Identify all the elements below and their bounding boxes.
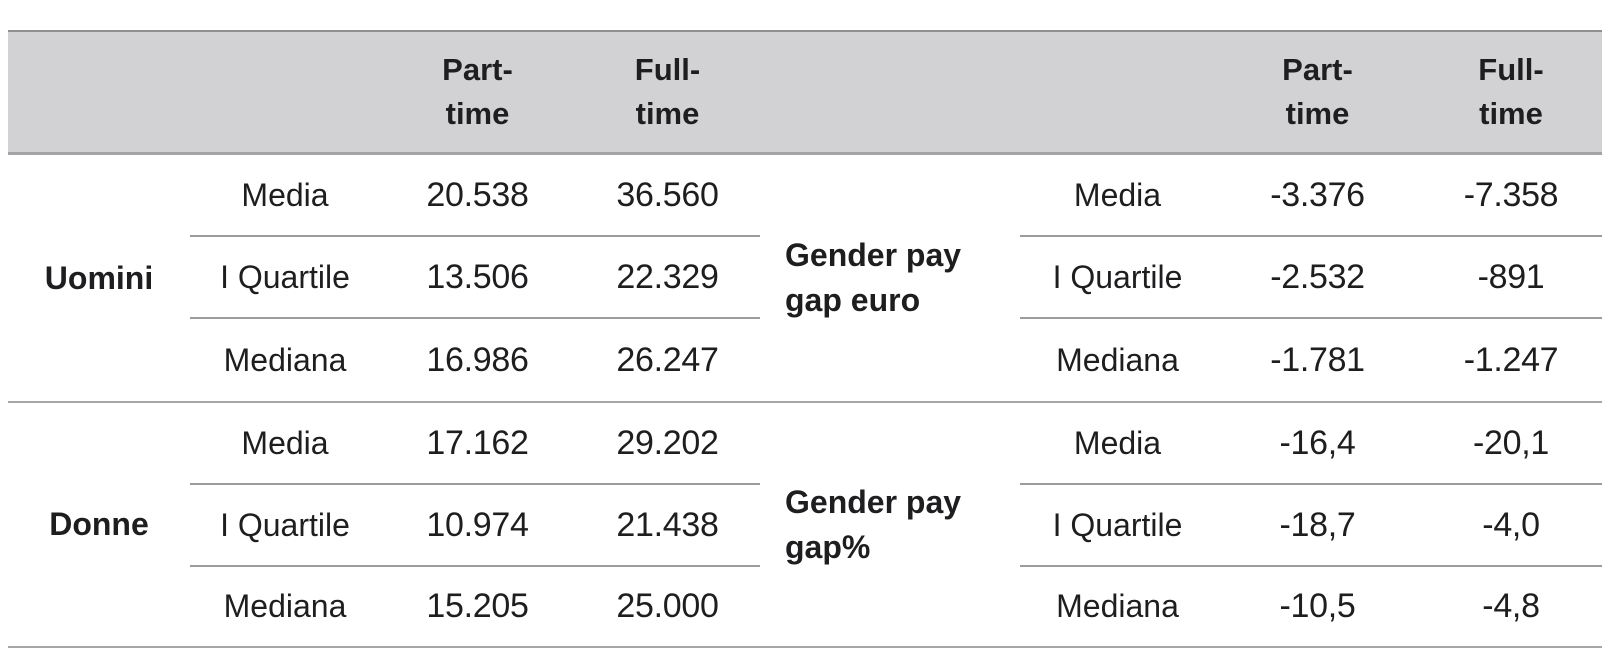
value-cell: -1.247	[1463, 340, 1559, 379]
stat-label: I Quartile	[190, 485, 380, 567]
stat-label: Mediana	[1056, 588, 1179, 624]
stat-label: Mediana	[1056, 341, 1179, 378]
value-cell: 16.986	[426, 340, 529, 379]
header-label: Part-time	[1282, 52, 1353, 131]
gap-label: Gender pay gap euro	[760, 155, 1020, 401]
value-cell: -10,5	[1279, 587, 1356, 625]
stat-label: Media	[190, 403, 380, 485]
value-cell: 17.162	[380, 403, 575, 485]
stat-label: I Quartile	[1020, 237, 1215, 319]
value-cell: -891	[1420, 237, 1602, 319]
stat-label: I Quartile	[190, 237, 380, 319]
header-cell-empty	[8, 32, 190, 152]
value-cell: -20,1	[1420, 403, 1602, 485]
value-cell: 22.329	[575, 237, 760, 319]
header-label: Part-time	[442, 52, 513, 131]
value-cell: 13.506	[380, 237, 575, 319]
stat-label: Media	[1020, 155, 1215, 237]
value-cell: -16,4	[1215, 403, 1420, 485]
group-label: Donne	[49, 506, 149, 542]
header-label: Full-time	[1478, 52, 1544, 131]
value-cell: -3.376	[1215, 155, 1420, 237]
value-cell: -2.532	[1215, 237, 1420, 319]
stat-label: Media	[1020, 403, 1215, 485]
header-label: Full-time	[634, 52, 701, 131]
table-section-uomini: Uomini Gender pay gap euro Media 20.538 …	[8, 155, 1602, 403]
value-cell: -18,7	[1215, 485, 1420, 567]
value-cell: 21.438	[575, 485, 760, 567]
header-cell-part-time-right: Part-time	[1215, 32, 1420, 152]
header-cell-full-time-left: Full-time	[575, 32, 760, 152]
value-cell: 29.202	[575, 403, 760, 485]
pay-gap-table: Part-time Full-time Part-time Full-time …	[8, 30, 1602, 648]
header-cell-part-time-left: Part-time	[380, 32, 575, 152]
stat-label: Mediana	[223, 341, 347, 378]
stat-label: Mediana	[223, 588, 347, 624]
header-cell-empty	[760, 32, 1020, 152]
header-cell-empty	[190, 32, 380, 152]
table-section-donne: Donne Gender pay gap% Media 17.162 29.20…	[8, 403, 1602, 648]
value-cell: -1.781	[1270, 340, 1365, 379]
gap-label: Gender pay gap%	[760, 403, 1020, 646]
group-label: Uomini	[44, 259, 154, 296]
value-cell: 15.205	[426, 587, 529, 625]
stat-label: Media	[190, 155, 380, 237]
value-cell: 20.538	[380, 155, 575, 237]
value-cell: -4,8	[1482, 587, 1540, 625]
value-cell: -4,0	[1420, 485, 1602, 567]
value-cell: 25.000	[616, 587, 719, 625]
value-cell: 10.974	[380, 485, 575, 567]
gap-label-text: Gender pay gap euro	[785, 237, 962, 318]
table-header-row: Part-time Full-time Part-time Full-time	[8, 30, 1602, 155]
value-cell: 26.247	[616, 340, 719, 379]
value-cell: -7.358	[1420, 155, 1602, 237]
gap-label-text: Gender pay gap%	[785, 483, 962, 565]
stat-label: I Quartile	[1020, 485, 1215, 567]
header-cell-empty	[1020, 32, 1215, 152]
value-cell: 36.560	[575, 155, 760, 237]
header-cell-full-time-right: Full-time	[1420, 32, 1602, 152]
